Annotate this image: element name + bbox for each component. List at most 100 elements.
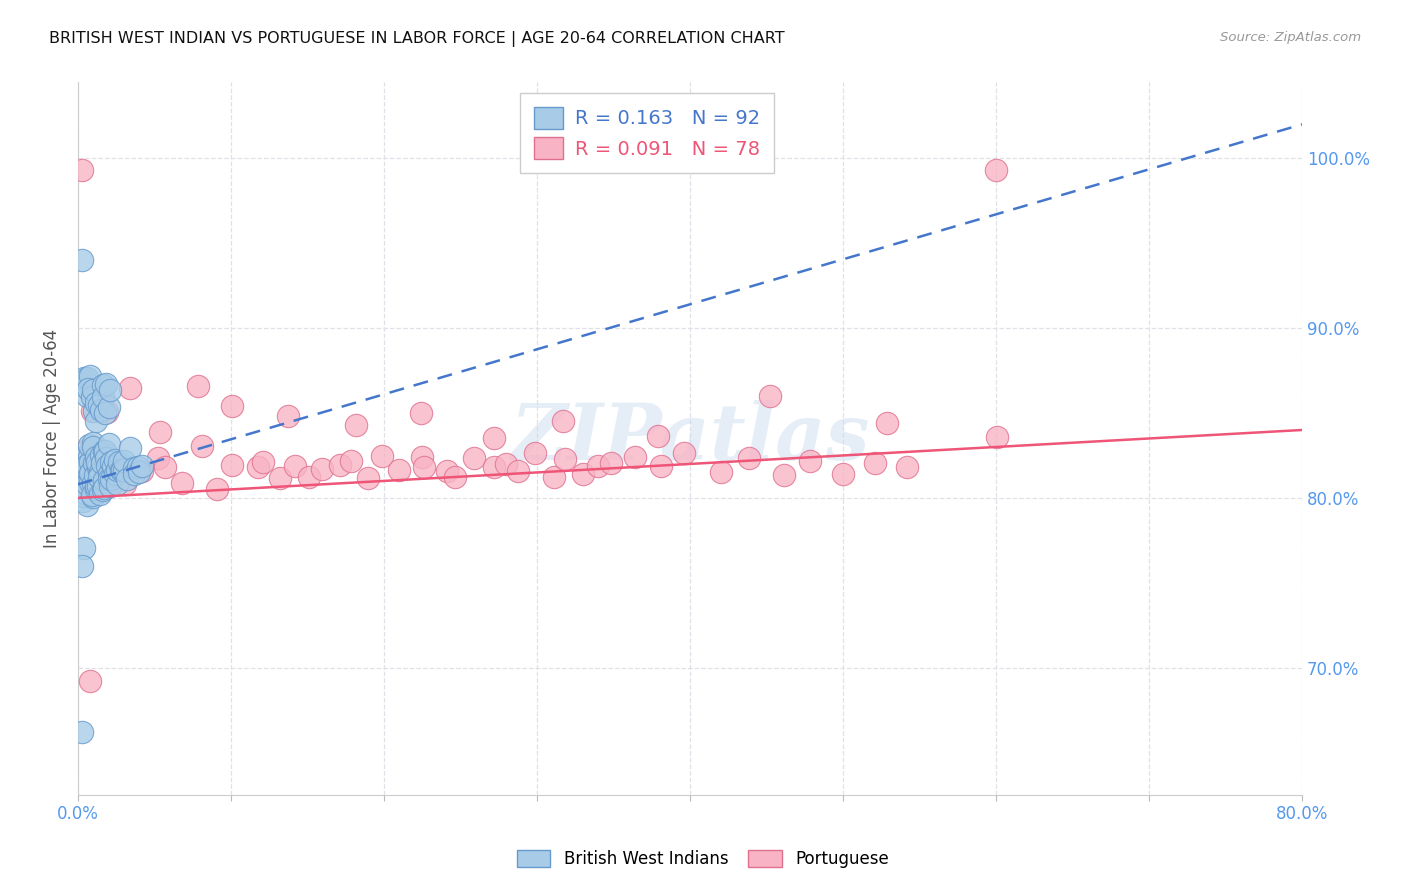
Point — [82, 436, 104, 450]
Point — [710, 465, 733, 479]
Point — [311, 462, 333, 476]
Point — [76, 498, 98, 512]
Point — [87, 479, 110, 493]
Point — [252, 454, 274, 468]
Point — [70, 724, 93, 739]
Point — [93, 406, 115, 420]
Point — [388, 463, 411, 477]
Point — [79, 466, 101, 480]
Point — [600, 456, 623, 470]
Point — [863, 456, 886, 470]
Point — [131, 465, 153, 479]
Point — [75, 486, 97, 500]
Point — [98, 383, 121, 397]
Point — [75, 452, 97, 467]
Point — [70, 471, 93, 485]
Point — [108, 455, 131, 469]
Point — [86, 455, 108, 469]
Point — [91, 453, 114, 467]
Point — [76, 450, 98, 465]
Point — [444, 470, 467, 484]
Point — [554, 452, 576, 467]
Point — [77, 450, 100, 464]
Point — [91, 456, 114, 470]
Point — [246, 460, 269, 475]
Point — [114, 477, 136, 491]
Point — [436, 464, 458, 478]
Point — [76, 458, 98, 472]
Point — [73, 370, 96, 384]
Point — [72, 494, 94, 508]
Point — [94, 470, 117, 484]
Point — [83, 456, 105, 470]
Text: Source: ZipAtlas.com: Source: ZipAtlas.com — [1220, 31, 1361, 45]
Point — [90, 448, 112, 462]
Point — [97, 472, 120, 486]
Point — [482, 431, 505, 445]
Point — [82, 404, 104, 418]
Point — [508, 465, 530, 479]
Point — [73, 541, 96, 555]
Point — [89, 469, 111, 483]
Point — [831, 467, 853, 481]
Point — [100, 472, 122, 486]
Point — [124, 467, 146, 481]
Point — [100, 455, 122, 469]
Point — [105, 456, 128, 470]
Point — [340, 454, 363, 468]
Point — [70, 484, 93, 499]
Point — [112, 454, 135, 468]
Text: BRITISH WEST INDIAN VS PORTUGUESE IN LABOR FORCE | AGE 20-64 CORRELATION CHART: BRITISH WEST INDIAN VS PORTUGUESE IN LAB… — [49, 31, 785, 47]
Point — [104, 467, 127, 482]
Point — [131, 458, 153, 473]
Point — [79, 455, 101, 469]
Point — [94, 443, 117, 458]
Point — [773, 468, 796, 483]
Point — [484, 460, 506, 475]
Point — [170, 475, 193, 490]
Point — [112, 463, 135, 477]
Point — [586, 458, 609, 473]
Point — [83, 404, 105, 418]
Point — [799, 454, 821, 468]
Point — [876, 416, 898, 430]
Point — [191, 439, 214, 453]
Point — [146, 451, 169, 466]
Point — [84, 473, 107, 487]
Point — [93, 378, 115, 392]
Point — [75, 474, 97, 488]
Point — [117, 471, 139, 485]
Point — [82, 440, 104, 454]
Point — [80, 465, 103, 479]
Point — [75, 467, 97, 482]
Point — [87, 398, 110, 412]
Point — [672, 446, 695, 460]
Point — [357, 471, 380, 485]
Point — [83, 458, 105, 473]
Point — [572, 467, 595, 482]
Point — [551, 414, 574, 428]
Point — [413, 460, 436, 475]
Point — [84, 396, 107, 410]
Point — [76, 389, 98, 403]
Point — [149, 425, 172, 439]
Point — [269, 471, 291, 485]
Point — [87, 474, 110, 488]
Point — [187, 379, 209, 393]
Point — [77, 382, 100, 396]
Point — [76, 449, 98, 463]
Point — [409, 406, 432, 420]
Point — [103, 458, 125, 473]
Point — [87, 460, 110, 475]
Point — [986, 430, 1008, 444]
Point — [72, 253, 94, 268]
Point — [84, 450, 107, 465]
Point — [105, 476, 128, 491]
Point — [122, 461, 145, 475]
Point — [155, 460, 177, 475]
Point — [96, 458, 118, 473]
Point — [79, 673, 101, 688]
Point — [105, 463, 128, 477]
Point — [738, 451, 761, 466]
Point — [82, 477, 104, 491]
